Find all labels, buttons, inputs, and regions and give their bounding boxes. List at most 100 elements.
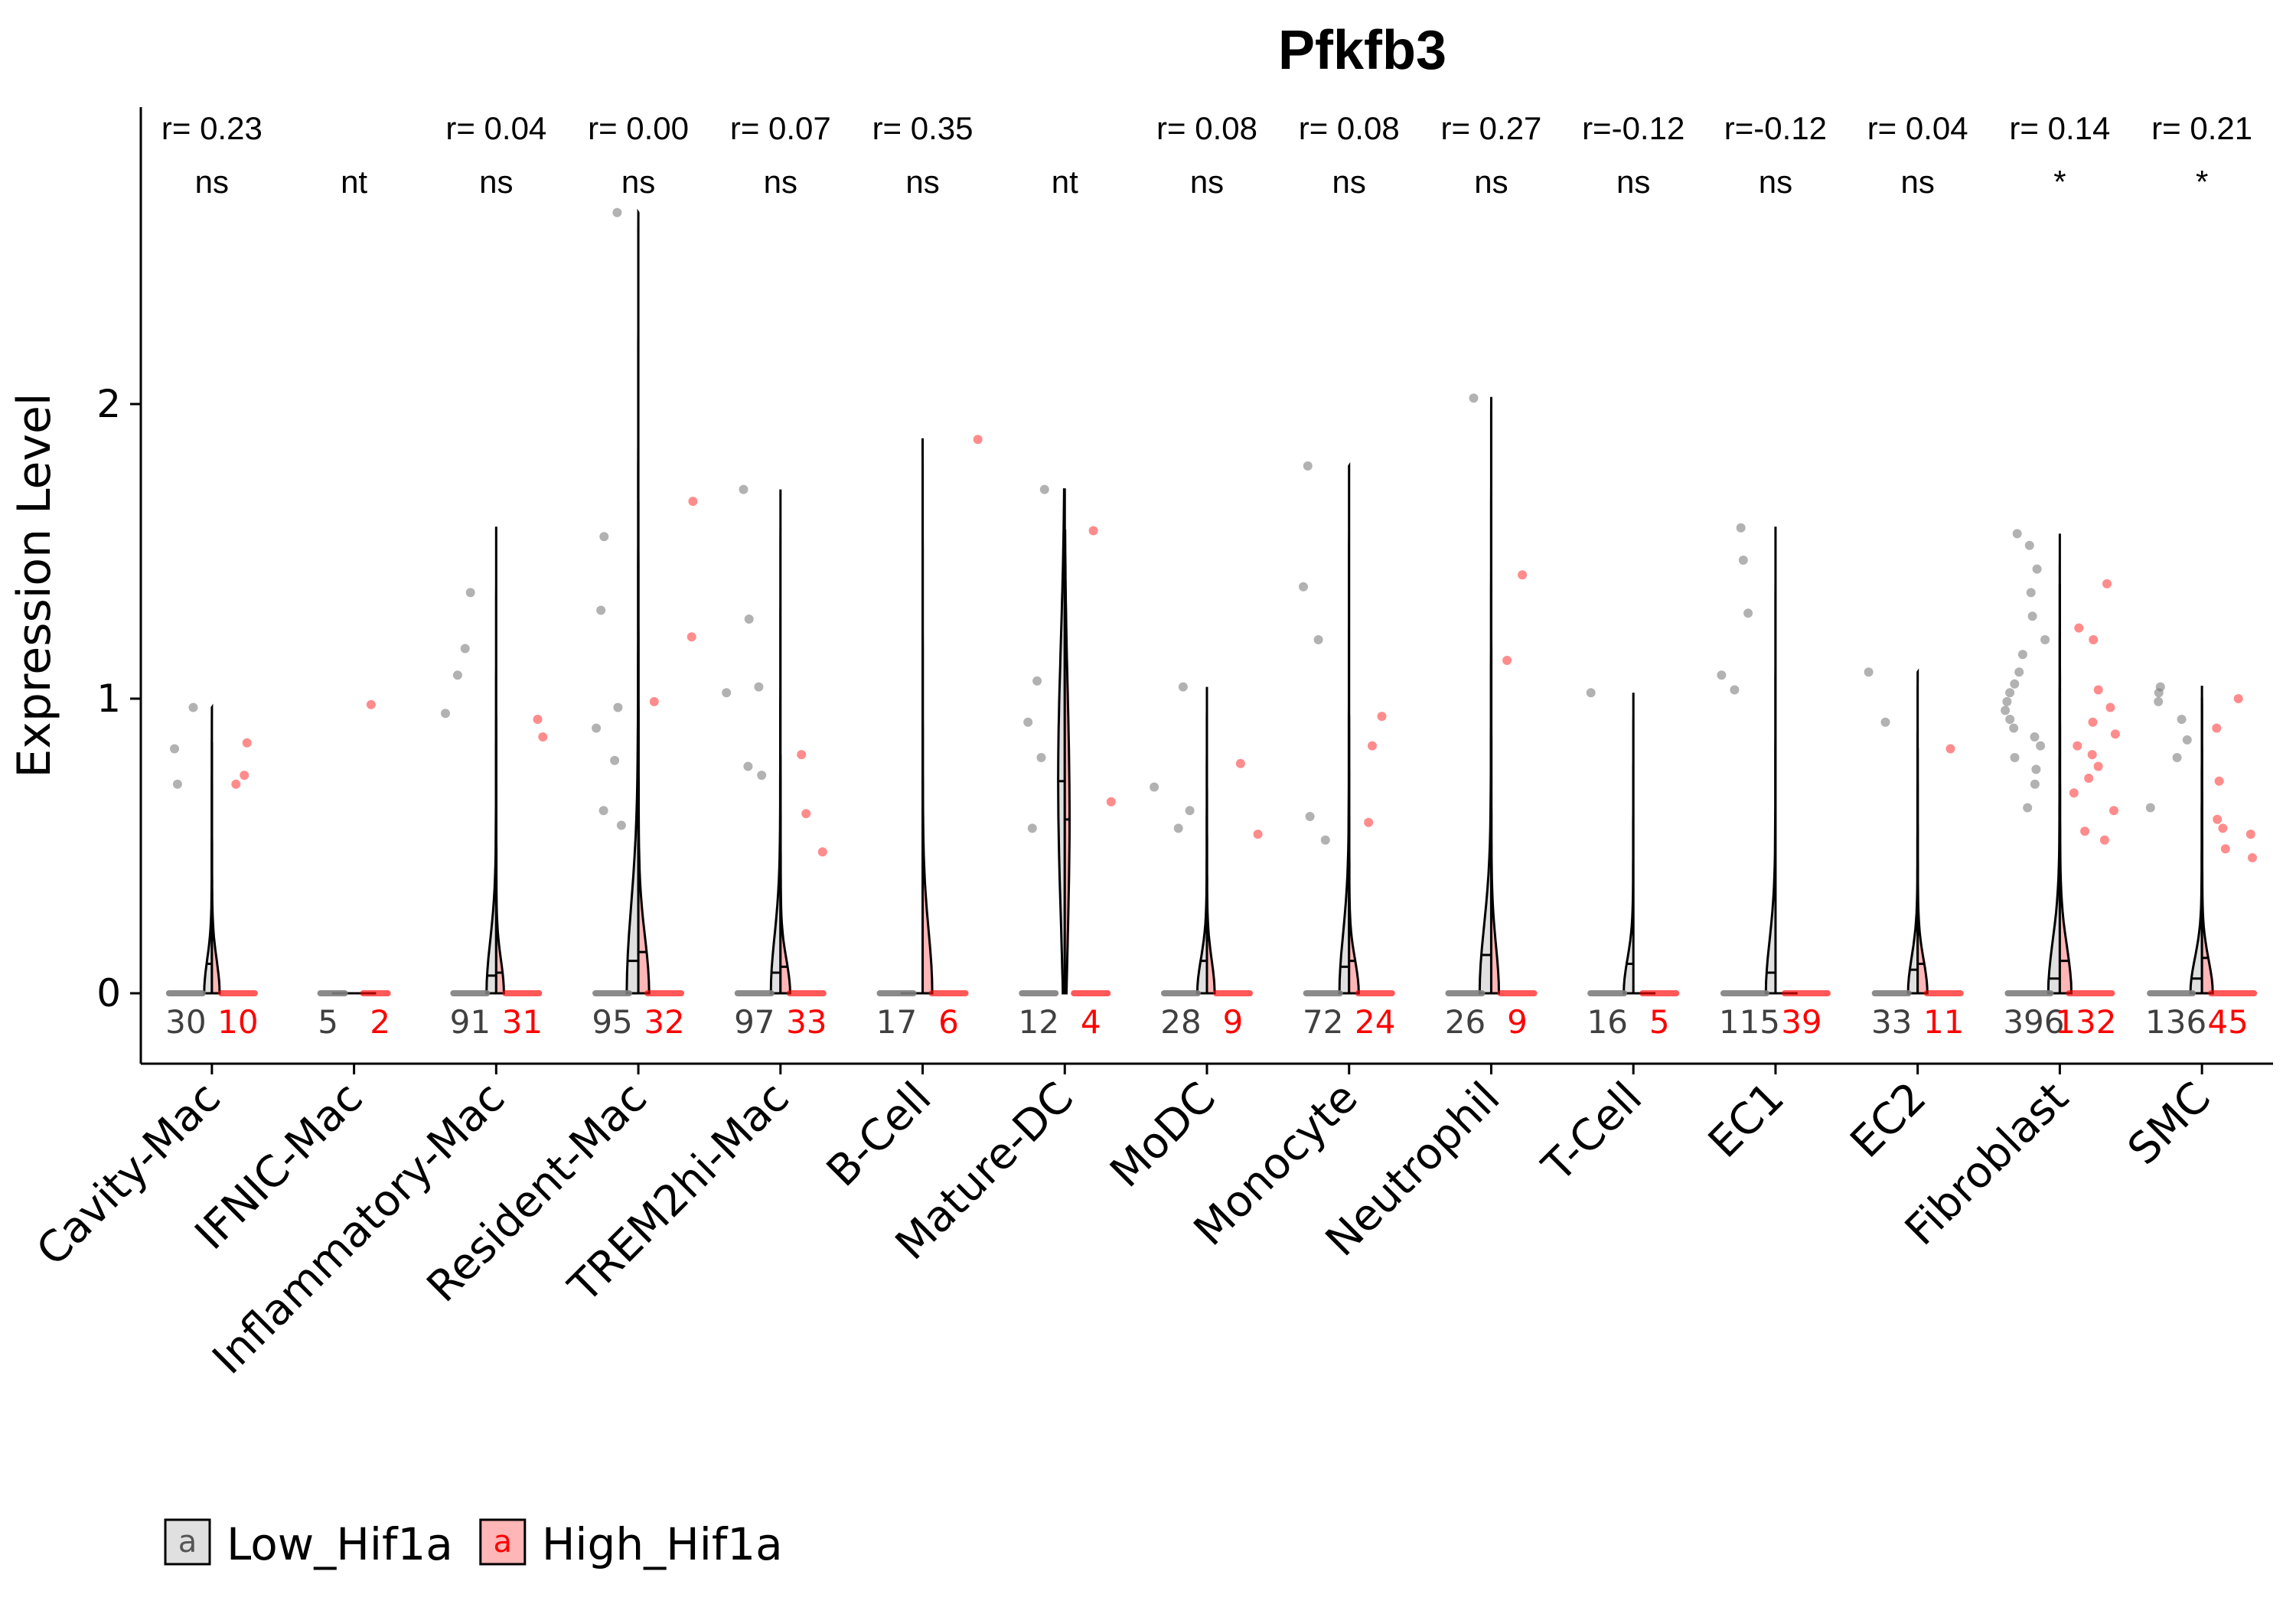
high-point — [1945, 744, 1955, 754]
low-point — [2009, 723, 2019, 733]
high-point — [2099, 835, 2109, 845]
low-count-label: 5 — [318, 1003, 338, 1041]
low-point — [1864, 667, 1874, 677]
high-point — [2073, 741, 2082, 751]
low-point — [2010, 679, 2020, 689]
low-point — [743, 761, 753, 771]
high-point — [1377, 712, 1387, 722]
high-violin — [779, 755, 791, 995]
low-violin — [2189, 686, 2203, 995]
high-point — [1502, 656, 1512, 665]
low-point — [1150, 782, 1159, 792]
high-count-label: 5 — [1649, 1003, 1670, 1041]
high-count-label: 39 — [1781, 1003, 1821, 1041]
high-point — [231, 779, 241, 789]
low-point — [2012, 529, 2022, 539]
low-count-label: 16 — [1587, 1003, 1627, 1041]
y-tick-label: 2 — [96, 382, 121, 426]
low-count-label: 72 — [1303, 1003, 1343, 1041]
low-violin — [1195, 686, 1208, 995]
low-point — [1299, 582, 1308, 592]
low-point — [1027, 823, 1037, 833]
high-point — [2105, 702, 2115, 712]
high-point — [688, 497, 698, 507]
low-point — [596, 605, 606, 615]
high-point — [2233, 694, 2243, 703]
high-point — [1368, 741, 1377, 751]
significance-label: ns — [195, 164, 229, 200]
low-point — [744, 614, 754, 624]
low-count-label: 30 — [165, 1003, 206, 1041]
high-point — [1518, 570, 1528, 580]
low-legend-key — [164, 1518, 211, 1566]
high-count-label: 33 — [786, 1003, 827, 1041]
low-point — [2017, 650, 2027, 660]
significance-label: ns — [1332, 164, 1366, 200]
low-point — [2002, 696, 2012, 706]
low-point — [2154, 696, 2164, 706]
high-point — [533, 715, 543, 724]
high-point — [801, 809, 811, 819]
high-point — [242, 738, 252, 748]
low-point — [2001, 706, 2011, 715]
correlation-label: r=-0.12 — [1582, 110, 1684, 146]
significance-label: * — [2196, 164, 2208, 200]
high-point — [1235, 758, 1245, 768]
low-point — [722, 688, 732, 698]
low-count-label: 97 — [734, 1003, 775, 1041]
correlation-label: r= 0.35 — [872, 110, 974, 146]
low-point — [460, 644, 470, 654]
high-point — [2110, 729, 2120, 739]
high-count-label: 4 — [1081, 1003, 1101, 1041]
correlation-label: r= 0.08 — [1299, 110, 1400, 146]
high-point — [817, 847, 827, 857]
significance-label: ns — [1474, 164, 1508, 200]
x-tick-label: SMC — [2118, 1073, 2220, 1175]
low-point — [2026, 588, 2036, 598]
y-tick-label: 1 — [96, 676, 121, 721]
low-point — [613, 702, 623, 712]
low-point — [1303, 461, 1313, 471]
high-point — [2093, 685, 2103, 695]
high-count-label: 45 — [2207, 1003, 2248, 1041]
high-count-label: 6 — [938, 1003, 959, 1041]
high-point — [2074, 623, 2084, 633]
low-point — [1880, 717, 1890, 727]
low-point — [1185, 806, 1195, 816]
high-count-label: 10 — [217, 1003, 258, 1041]
low-count-label: 26 — [1445, 1003, 1486, 1041]
low-violin — [1906, 667, 1919, 995]
significance-label: ns — [764, 164, 797, 200]
low-point — [1469, 393, 1479, 403]
high-violin — [1063, 529, 1071, 995]
low-count-label: 28 — [1160, 1003, 1201, 1041]
low-point — [2031, 764, 2041, 774]
low-count-label: 12 — [1019, 1003, 1059, 1041]
low-point — [441, 709, 450, 719]
x-tick-label: Cavity-Mac — [28, 1073, 230, 1276]
high-point — [2245, 830, 2255, 839]
high-point — [687, 632, 696, 642]
high-point — [2212, 723, 2222, 733]
high-violin — [1348, 715, 1360, 995]
low-point — [1738, 556, 1748, 565]
low-point — [1717, 670, 1727, 680]
high-legend-key — [479, 1518, 527, 1566]
low-point — [1586, 688, 1596, 698]
high-violin — [2058, 583, 2073, 995]
high-point — [240, 771, 249, 781]
correlation-label: r= 0.21 — [2151, 110, 2252, 146]
x-tick-label: MoDC — [1101, 1073, 1225, 1198]
low-point — [1036, 753, 1046, 762]
legend: a Low_Hif1a a High_Hif1a — [164, 1518, 783, 1570]
high-count-label: 24 — [1355, 1003, 1395, 1041]
low-point — [1023, 717, 1033, 727]
low-violin — [485, 526, 497, 995]
high-point — [2213, 814, 2223, 824]
low-count-label: 115 — [1719, 1003, 1780, 1041]
low-point — [170, 744, 179, 754]
high-point — [797, 750, 807, 760]
high-count-label: 132 — [2055, 1003, 2116, 1041]
